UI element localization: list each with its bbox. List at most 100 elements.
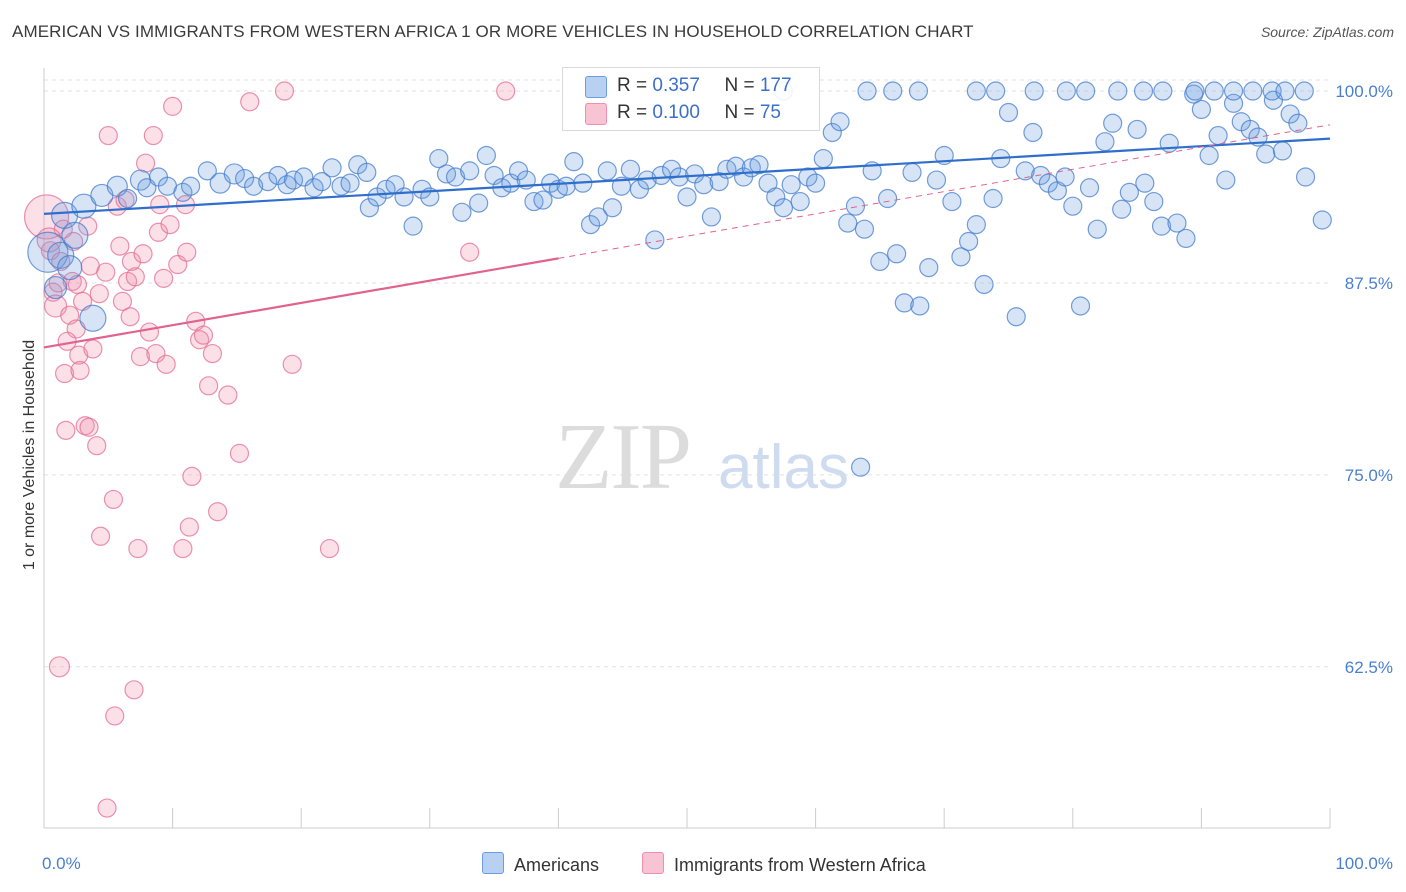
immigrants-point <box>150 195 170 215</box>
americans-point <box>460 161 480 181</box>
immigrants-point <box>182 466 202 487</box>
americans-point <box>1095 132 1115 152</box>
americans-point <box>580 215 601 235</box>
americans-point <box>452 202 472 222</box>
americans-point <box>919 257 939 278</box>
americans-point <box>951 247 971 267</box>
americans-point <box>974 274 994 295</box>
immigrants-point <box>135 153 156 173</box>
immigrants-point <box>23 194 70 240</box>
immigrants-point <box>139 322 160 342</box>
americans-point <box>966 81 986 101</box>
americans-point <box>1295 167 1316 187</box>
y-tick-label: 62.5% <box>1345 658 1393 677</box>
immigrants-point <box>54 363 75 384</box>
immigrants-point <box>218 385 238 405</box>
correlation-legend: R = 0.357 N = 177 R = 0.100 N = 75 <box>562 67 820 131</box>
americans-point <box>766 187 786 207</box>
americans-point <box>857 81 877 101</box>
americans-point <box>830 112 850 132</box>
trend-lines <box>43 124 1331 349</box>
americans-point <box>244 176 264 196</box>
americans-point <box>1256 144 1276 164</box>
americans-point <box>429 148 449 169</box>
americans-point <box>1191 99 1212 120</box>
chart-source: Source: ZipAtlas.com <box>1260 24 1394 40</box>
immigrants-trend-extension <box>558 124 1331 259</box>
x-tick-label: 0.0% <box>42 854 81 873</box>
immigrants-point <box>103 489 124 510</box>
americans-point <box>533 190 553 210</box>
immigrants-point <box>56 420 76 440</box>
immigrants-point <box>83 339 103 359</box>
americans-point <box>1167 213 1187 233</box>
immigrants-point <box>105 706 125 726</box>
americans-point <box>790 191 810 212</box>
americans-point <box>357 162 377 183</box>
americans-point <box>476 145 496 166</box>
americans-point <box>870 251 890 272</box>
americans-point <box>1223 81 1244 101</box>
americans-point <box>894 293 914 313</box>
americans-point <box>1275 81 1295 101</box>
americans-point <box>173 182 193 202</box>
immigrants-point <box>110 236 130 256</box>
americans-point <box>845 196 866 216</box>
americans-point <box>340 173 360 193</box>
legend-r-value-immigrants: 0.100 <box>652 102 700 123</box>
immigrants-point <box>156 354 176 374</box>
americans-point <box>1055 167 1075 187</box>
americans-point <box>43 275 68 300</box>
americans-point <box>1070 296 1091 316</box>
americans-point <box>597 161 617 181</box>
americans-point <box>1108 81 1128 101</box>
y-axis-label: 1 or more Vehicles in Household <box>21 339 38 571</box>
americans-point <box>854 219 875 239</box>
immigrants-point <box>125 267 145 287</box>
americans-point <box>197 161 217 181</box>
immigrants-point <box>208 502 228 522</box>
legend-r-label: R = <box>617 75 653 96</box>
immigrants-point <box>79 417 99 437</box>
immigrants-trend-line <box>43 257 559 349</box>
immigrants-point <box>199 376 219 396</box>
americans-point <box>805 173 826 193</box>
x-tick-label: 100.0% <box>1335 854 1393 873</box>
americans-point <box>1240 119 1260 140</box>
americans-point <box>312 172 332 192</box>
bottom-legend-swatch-americans <box>482 852 504 874</box>
americans-point <box>773 198 794 218</box>
americans-point <box>1159 133 1179 153</box>
americans-point <box>1063 196 1083 216</box>
bottom-legend-immigrants: Immigrants from Western Africa <box>642 852 926 876</box>
tick-labels: 100.0% 87.5% 75.0% 62.5% 0.0% 100.0% <box>42 82 1393 873</box>
immigrants-point <box>67 274 88 295</box>
americans-point <box>902 162 922 183</box>
americans-point <box>223 163 245 185</box>
americans-point <box>1133 81 1154 101</box>
immigrants-point <box>112 291 133 311</box>
americans-point <box>822 122 842 143</box>
chart-title: AMERICAN VS IMMIGRANTS FROM WESTERN AFRI… <box>12 22 974 41</box>
americans-point <box>412 179 432 199</box>
legend-swatch-americans <box>585 76 607 98</box>
immigrants-point <box>97 798 117 818</box>
immigrants-point <box>90 526 111 546</box>
americans-point <box>998 102 1019 123</box>
americans-point <box>966 215 986 235</box>
americans-point <box>959 231 979 252</box>
americans-point <box>57 254 83 281</box>
immigrants-point <box>160 215 180 235</box>
immigrants-point <box>240 92 260 112</box>
americans-point <box>1151 216 1172 236</box>
americans-point <box>61 221 89 249</box>
americans-point <box>1153 81 1173 101</box>
americans-point <box>181 176 201 196</box>
immigrants-points <box>23 81 516 818</box>
americans-point <box>304 178 324 198</box>
americans-point <box>1312 210 1332 230</box>
legend-n-label: N = <box>724 75 760 96</box>
americans-point <box>403 216 423 236</box>
bottom-legend-swatch-immigrants <box>642 852 664 874</box>
americans-point <box>749 155 769 175</box>
